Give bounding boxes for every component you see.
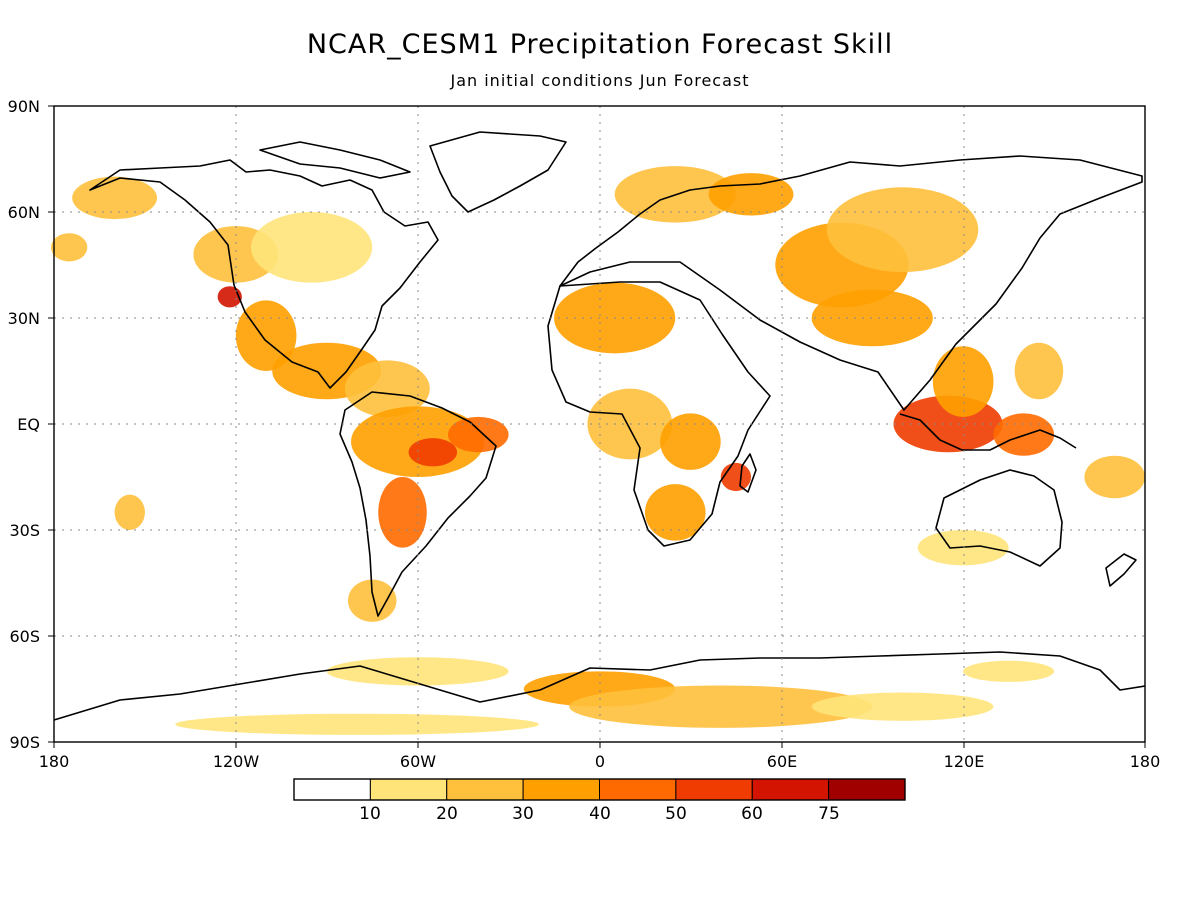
skill-patch: [1014, 342, 1064, 400]
skill-patch: [720, 462, 752, 492]
colorbar-swatch: [522, 778, 600, 801]
colorbar: 10 20 30 40 50 60 75: [293, 778, 906, 824]
coastline-new-zealand: [1105, 553, 1137, 587]
skill-patch: [72, 176, 158, 220]
colorbar-label: 75: [818, 804, 840, 824]
colorbar-label: 60: [741, 804, 763, 824]
lat-label: 90N: [8, 97, 40, 116]
skill-patch: [811, 289, 933, 347]
lon-label: 180: [1130, 752, 1161, 771]
skill-patch: [932, 346, 994, 417]
skill-patch: [811, 692, 994, 721]
lat-label: 30S: [9, 521, 40, 540]
coastline-antarctica: [53, 651, 1146, 721]
skill-patch: [826, 187, 979, 273]
colorbar-swatch: [293, 778, 371, 801]
colorbar-label: 50: [665, 804, 687, 824]
lat-label: 90S: [9, 733, 40, 752]
colorbar-swatch: [446, 778, 524, 801]
skill-patch: [408, 438, 458, 467]
skill-patch: [1084, 455, 1145, 499]
map-subtitle: Jan initial conditions Jun Forecast: [449, 71, 749, 90]
map-area: [48, 105, 1146, 748]
lon-label: 60W: [400, 752, 436, 771]
colorbar-swatch: [369, 778, 448, 801]
skill-patch: [644, 484, 706, 541]
skill-patch: [326, 657, 509, 686]
coastline-indonesia: [899, 413, 1077, 451]
map-title: NCAR_CESM1 Precipitation Forecast Skill: [307, 29, 893, 60]
skill-patch: [660, 413, 721, 470]
coastlines: [53, 131, 1146, 721]
skill-patch: [378, 476, 427, 548]
skill-patch: [447, 416, 509, 453]
lon-label: 60E: [767, 752, 797, 771]
lat-label: 60N: [8, 203, 40, 222]
skill-patch: [569, 685, 873, 728]
graticule: [54, 106, 1145, 742]
latitude-labels: 90N 60N 30N EQ 30S 60S 90S: [8, 97, 40, 752]
colorbar-label: 10: [359, 804, 381, 824]
colorbar-label: 30: [512, 804, 534, 824]
colorbar-swatch: [828, 778, 906, 801]
lon-label: 120W: [213, 752, 260, 771]
coastline-africa: [547, 281, 771, 547]
colorbar-label: 40: [589, 804, 611, 824]
coastline-madagascar: [739, 453, 757, 493]
lat-label: 60S: [9, 627, 40, 646]
axis-ticks: [48, 105, 1146, 748]
colorbar-frame: [293, 778, 906, 801]
skill-patch: [347, 579, 397, 622]
skill-patch: [963, 660, 1055, 682]
coastline-south-america: [339, 391, 497, 617]
lat-label: 30N: [8, 309, 40, 328]
lat-label: EQ: [17, 415, 40, 434]
colorbar-swatches: [293, 778, 906, 801]
colorbar-swatch: [751, 778, 830, 801]
colorbar-label: 20: [436, 804, 458, 824]
skill-patch: [344, 360, 430, 417]
lon-label: 120E: [944, 752, 985, 771]
colorbar-swatch: [599, 778, 677, 801]
coastline-greenland: [429, 131, 567, 213]
lon-label: 180: [39, 752, 70, 771]
skill-patch: [114, 494, 145, 530]
coastline-canadian-archipelago: [259, 141, 411, 179]
colorbar-swatch: [675, 778, 753, 801]
skill-patch: [175, 713, 539, 735]
longitude-labels: 180 120W 60W 0 60E 120E 180: [39, 752, 1161, 771]
lon-label: 0: [595, 752, 605, 771]
coastline-australia: [935, 469, 1063, 567]
skill-patch: [708, 173, 794, 216]
skill-patch: [250, 212, 373, 283]
skill-patch: [587, 388, 673, 460]
skill-patch: [50, 233, 88, 262]
coastline-north-america: [89, 159, 439, 389]
coastline-africa-eurasia: [559, 155, 1143, 411]
